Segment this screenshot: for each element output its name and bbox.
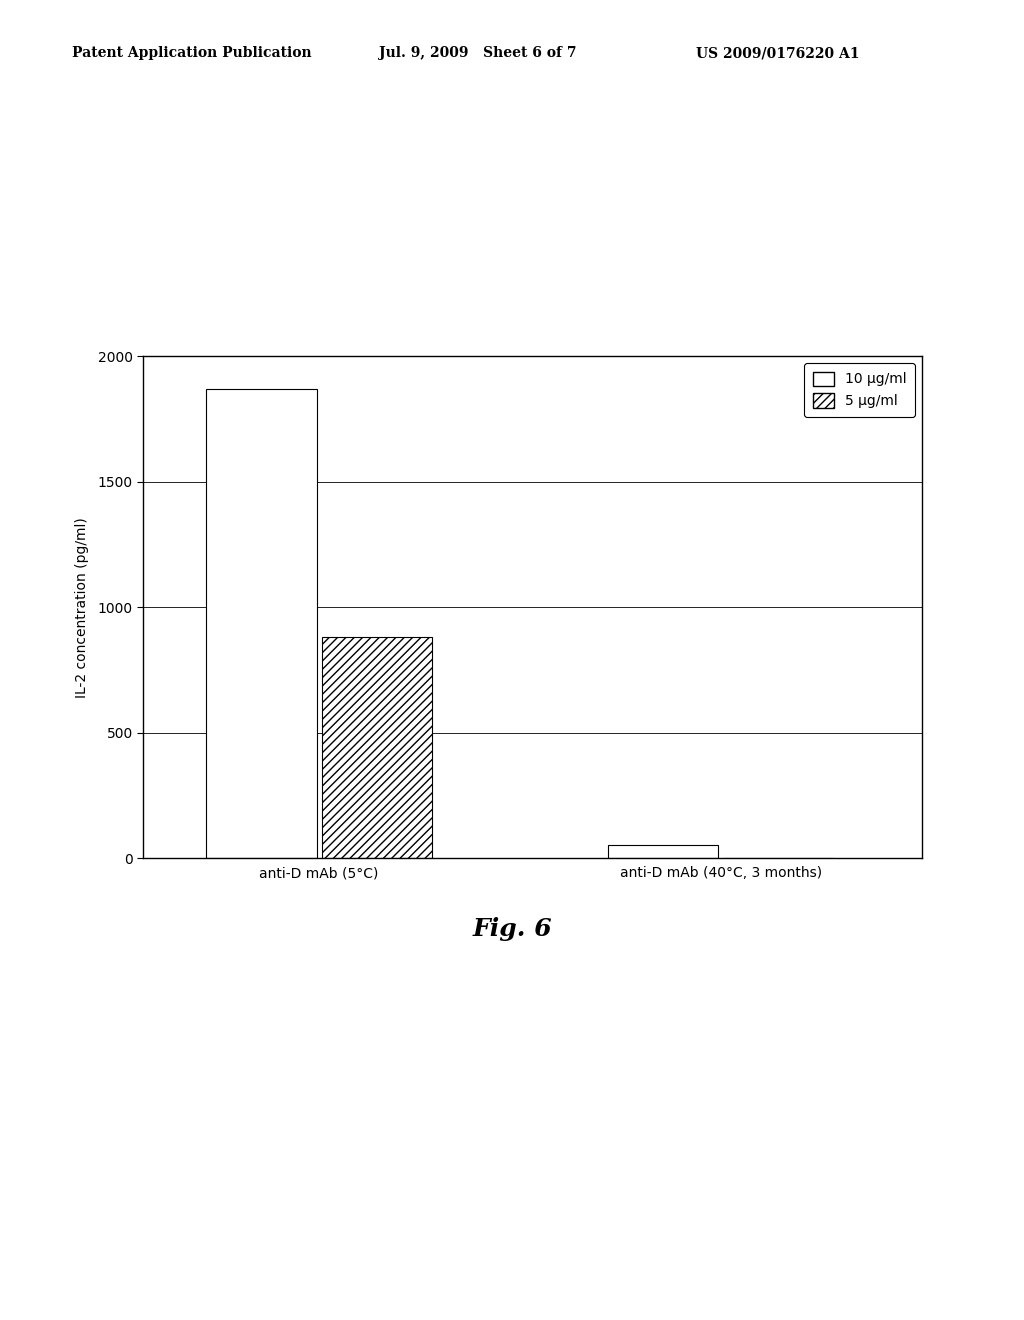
Text: Patent Application Publication: Patent Application Publication: [72, 46, 311, 61]
Y-axis label: IL-2 concentration (pg/ml): IL-2 concentration (pg/ml): [76, 517, 89, 697]
Text: Fig. 6: Fig. 6: [472, 917, 552, 941]
Legend: 10 µg/ml, 5 µg/ml: 10 µg/ml, 5 µg/ml: [805, 363, 914, 417]
Bar: [322, 638, 432, 858]
Bar: [206, 389, 316, 858]
Text: Jul. 9, 2009   Sheet 6 of 7: Jul. 9, 2009 Sheet 6 of 7: [379, 46, 577, 61]
Bar: [608, 846, 718, 858]
Text: US 2009/0176220 A1: US 2009/0176220 A1: [696, 46, 860, 61]
